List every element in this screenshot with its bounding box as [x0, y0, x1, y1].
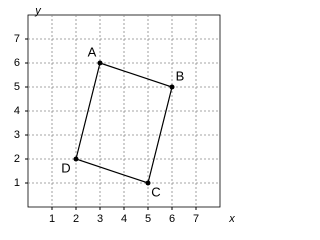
vertex-label: A	[88, 44, 97, 59]
vertex-point	[169, 84, 175, 90]
y-tick-label: 5	[14, 81, 20, 93]
x-tick-label: 4	[121, 213, 127, 225]
y-tick-label: 4	[14, 105, 20, 117]
page: {"chart_data": {"type": "polygon", "x_la…	[13, 4, 236, 225]
y-axis-label: y	[34, 5, 42, 17]
y-tick-label: 1	[14, 177, 20, 189]
vertex-label: B	[176, 68, 185, 83]
chart: x y 1 2 3 4 5 6 7 1 2 3 4 5 6 7 A B C D	[14, 5, 235, 225]
x-tick-label: 2	[73, 213, 79, 225]
vertex-point	[73, 156, 79, 162]
y-tick-label: 7	[14, 33, 20, 45]
y-tick-label: 3	[14, 129, 20, 141]
vertex-point	[97, 60, 103, 66]
x-tick-label: 6	[169, 213, 175, 225]
vertex-label: D	[61, 160, 70, 175]
x-tick-label: 5	[145, 213, 151, 225]
y-tick-label: 2	[14, 153, 20, 165]
x-tick-label: 3	[97, 213, 103, 225]
vertex-point	[145, 180, 151, 186]
vertex-label: C	[151, 184, 160, 199]
x-tick-label: 1	[49, 213, 55, 225]
x-axis-label: x	[228, 213, 235, 225]
y-tick-label: 6	[14, 57, 20, 69]
x-tick-label: 7	[193, 213, 199, 225]
